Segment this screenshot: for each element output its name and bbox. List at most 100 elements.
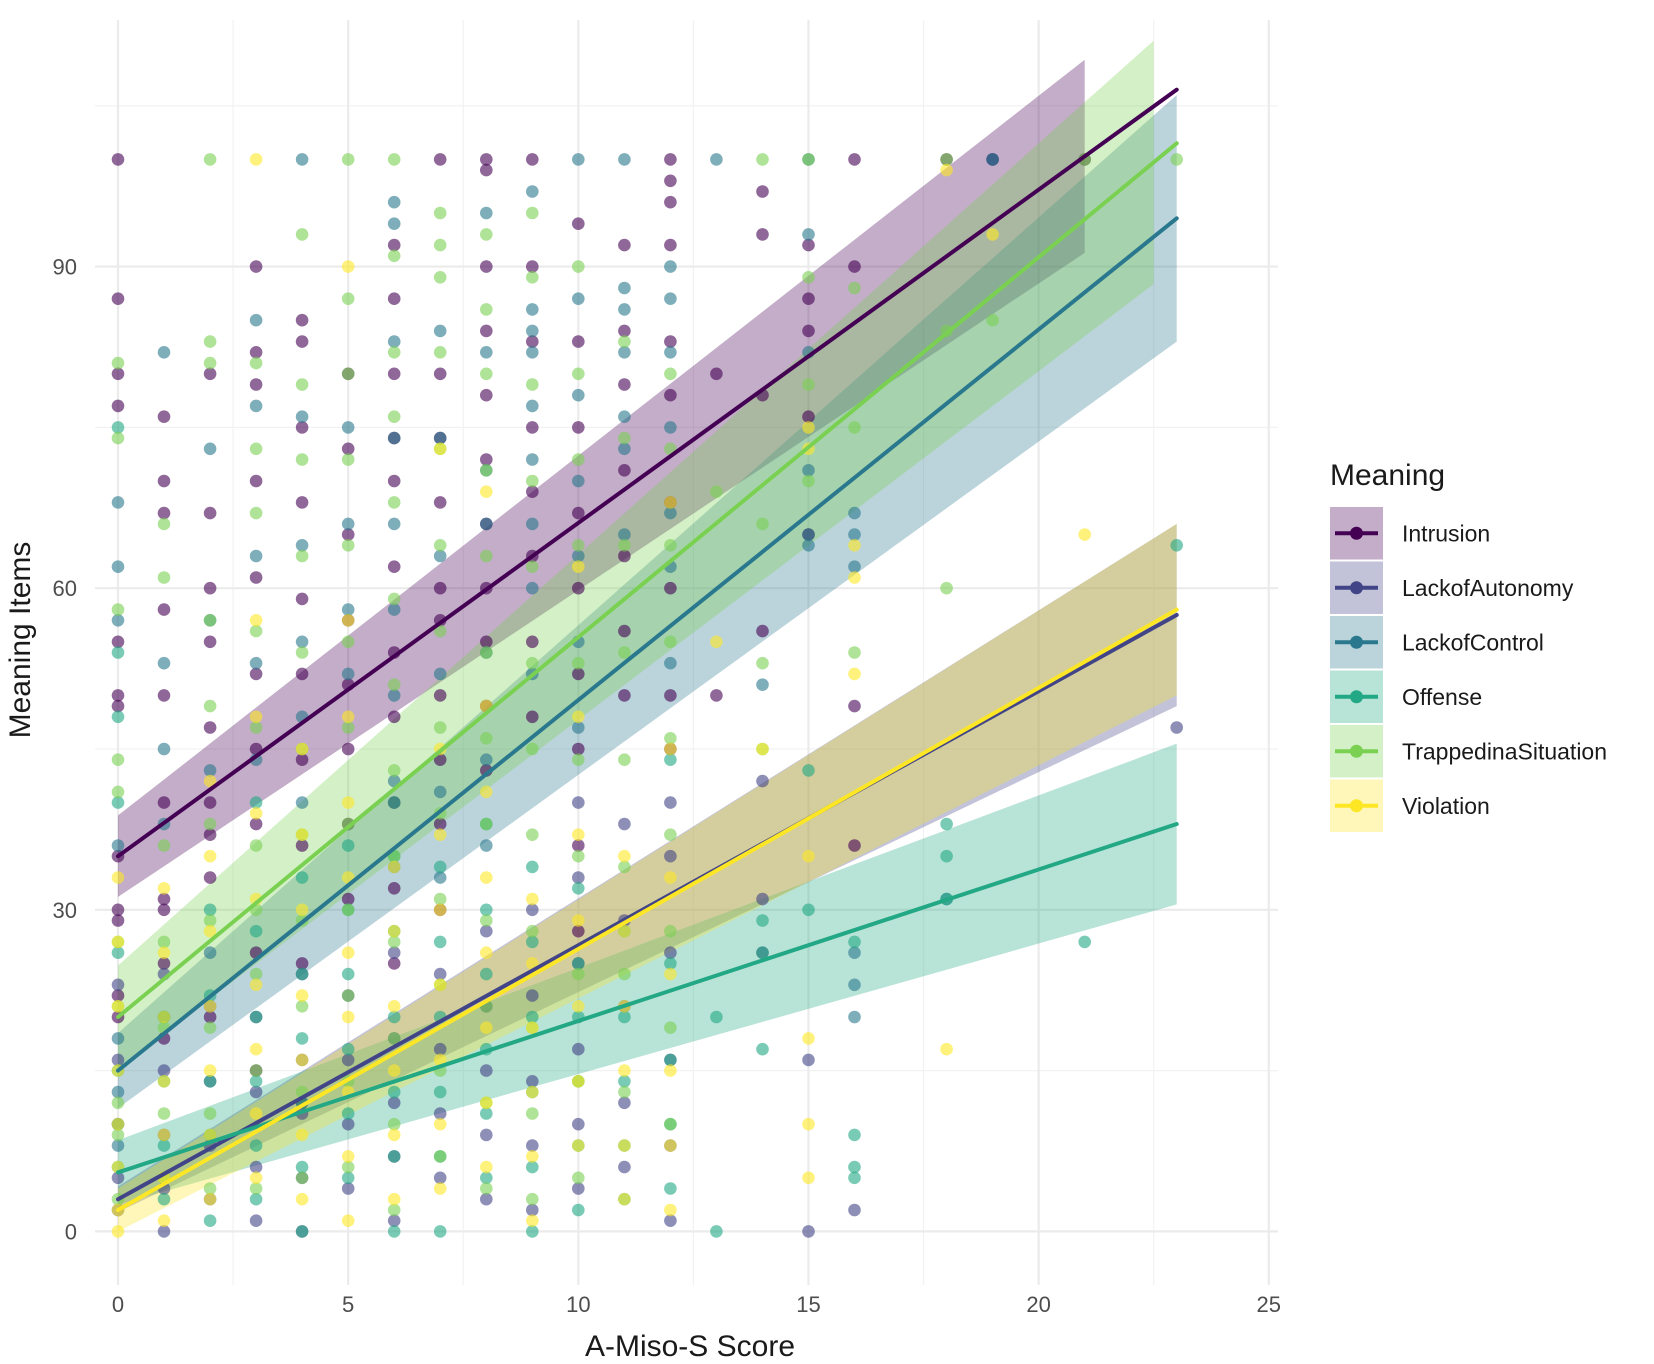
data-point-violation	[664, 742, 677, 756]
data-point-trappedinasituation	[572, 539, 585, 552]
data-point-trappedinasituation	[802, 153, 815, 166]
data-point-violation	[526, 957, 539, 970]
data-point-lackofcontrol	[111, 1032, 125, 1045]
legend-label: Violation	[1402, 793, 1490, 819]
data-point-offense	[111, 421, 125, 434]
data-point-lackofcontrol	[111, 614, 125, 627]
regression-line-trappedinasituation	[116, 141, 1179, 1019]
data-point-violation	[1078, 528, 1091, 541]
data-point-trappedinasituation	[480, 914, 493, 927]
data-point-lackofcontrol	[387, 431, 401, 445]
data-point-offense	[1170, 539, 1183, 552]
data-point-trappedinasituation	[802, 271, 815, 284]
data-point-trappedinasituation	[387, 346, 401, 359]
data-point-violation	[433, 903, 447, 917]
data-point-lackofautonomy	[433, 1107, 447, 1120]
regression-line-lackofautonomy	[116, 612, 1179, 1202]
data-point-trappedinasituation	[157, 1107, 171, 1120]
legend-item-intrusion: Intrusion	[1330, 507, 1490, 560]
data-point-violation	[203, 774, 217, 788]
data-point-trappedinasituation	[1170, 153, 1183, 166]
x-tick-label: 20	[1026, 1292, 1050, 1317]
data-points	[111, 153, 1183, 1238]
data-point-trappedinasituation	[526, 1192, 539, 1206]
data-point-lackofcontrol	[111, 839, 125, 852]
data-point-lackofautonomy	[341, 1182, 355, 1195]
data-point-lackofcontrol	[433, 431, 447, 445]
data-point-lackofautonomy	[664, 1214, 677, 1227]
data-point-intrusion	[387, 710, 401, 724]
data-point-trappedinasituation	[618, 753, 631, 766]
data-point-lackofcontrol	[387, 335, 401, 348]
data-point-lackofautonomy	[249, 1160, 263, 1174]
data-point-intrusion	[295, 421, 309, 434]
data-point-intrusion	[802, 292, 815, 306]
data-point-violation	[572, 1075, 585, 1088]
data-point-intrusion	[848, 260, 861, 273]
data-point-intrusion	[664, 174, 677, 188]
data-point-trappedinasituation	[986, 313, 999, 327]
data-point-lackofcontrol	[387, 603, 401, 616]
data-point-lackofcontrol	[848, 506, 861, 520]
data-point-offense	[295, 1032, 309, 1045]
data-point-lackofcontrol	[572, 721, 585, 734]
data-point-trappedinasituation	[526, 271, 539, 284]
data-point-offense	[848, 1171, 861, 1185]
data-point-lackofcontrol	[572, 549, 585, 563]
data-point-offense	[203, 1075, 217, 1088]
data-point-violation	[526, 1021, 539, 1034]
data-point-intrusion	[664, 238, 677, 252]
data-point-offense	[756, 1042, 769, 1056]
data-point-violation	[433, 442, 447, 456]
data-point-trappedinasituation	[572, 1171, 585, 1185]
data-point-violation	[387, 1064, 401, 1077]
data-point-violation	[341, 614, 355, 627]
data-point-offense	[295, 1160, 309, 1174]
data-point-violation	[203, 1128, 217, 1142]
data-point-lackofautonomy	[664, 849, 677, 863]
data-point-violation	[203, 924, 217, 938]
data-point-lackofautonomy	[157, 1064, 171, 1077]
data-point-intrusion	[295, 753, 309, 766]
data-point-lackofcontrol	[387, 217, 401, 230]
data-point-offense	[203, 903, 217, 917]
data-point-lackofcontrol	[526, 185, 539, 198]
data-point-lackofautonomy	[1170, 721, 1183, 734]
data-point-lackofcontrol	[433, 871, 447, 884]
data-point-violation	[480, 785, 493, 799]
data-point-violation	[111, 1225, 125, 1238]
data-point-intrusion	[203, 828, 217, 841]
data-point-intrusion	[111, 903, 125, 917]
data-point-violation	[249, 153, 263, 166]
data-point-offense	[756, 946, 769, 959]
data-point-trappedinasituation	[664, 732, 677, 745]
legend-label: TrappedinaSituation	[1402, 738, 1607, 764]
data-point-intrusion	[341, 742, 355, 756]
data-point-lackofautonomy	[572, 871, 585, 884]
data-point-violation	[664, 871, 677, 884]
data-point-offense	[111, 710, 125, 724]
x-tick-label: 5	[342, 1292, 354, 1317]
data-point-intrusion	[572, 839, 585, 852]
data-point-violation	[618, 924, 631, 938]
data-point-offense	[111, 796, 125, 809]
data-point-intrusion	[433, 817, 447, 831]
data-point-trappedinasituation	[526, 378, 539, 391]
data-point-trappedinasituation	[387, 249, 401, 263]
data-point-lackofcontrol	[480, 517, 493, 531]
data-point-intrusion	[249, 346, 263, 359]
data-point-trappedinasituation	[618, 539, 631, 552]
data-point-offense	[526, 1225, 539, 1238]
data-point-violation	[387, 1128, 401, 1142]
data-point-violation	[387, 860, 401, 874]
data-point-lackofcontrol	[111, 1085, 125, 1099]
data-point-intrusion	[295, 592, 309, 606]
data-point-trappedinasituation	[387, 1203, 401, 1217]
data-point-lackofautonomy	[157, 1225, 171, 1238]
data-point-trappedinasituation	[203, 614, 217, 627]
data-point-offense	[111, 946, 125, 959]
data-point-trappedinasituation	[203, 699, 217, 713]
data-point-lackofcontrol	[433, 785, 447, 799]
data-point-offense	[940, 849, 953, 863]
data-point-violation	[157, 882, 171, 895]
